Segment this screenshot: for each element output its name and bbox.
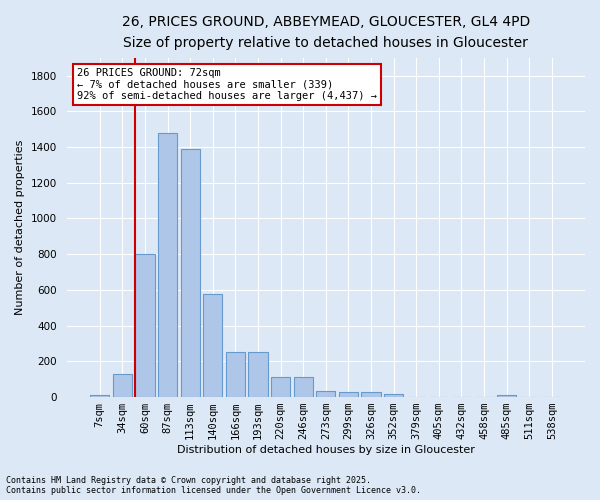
Bar <box>90 396 109 397</box>
Text: Contains HM Land Registry data © Crown copyright and database right 2025.
Contai: Contains HM Land Registry data © Crown c… <box>6 476 421 495</box>
Bar <box>316 391 335 397</box>
Bar <box>339 392 358 397</box>
Bar <box>181 149 200 397</box>
Bar <box>136 254 155 397</box>
Y-axis label: Number of detached properties: Number of detached properties <box>15 140 25 315</box>
Bar <box>361 392 380 397</box>
Bar <box>271 376 290 397</box>
Bar <box>203 294 223 397</box>
Bar <box>113 374 132 397</box>
Title: 26, PRICES GROUND, ABBEYMEAD, GLOUCESTER, GL4 4PD
Size of property relative to d: 26, PRICES GROUND, ABBEYMEAD, GLOUCESTER… <box>122 15 530 50</box>
Bar <box>226 352 245 397</box>
X-axis label: Distribution of detached houses by size in Gloucester: Distribution of detached houses by size … <box>177 445 475 455</box>
Bar <box>158 132 177 397</box>
Bar <box>497 396 516 397</box>
Bar <box>293 376 313 397</box>
Text: 26 PRICES GROUND: 72sqm
← 7% of detached houses are smaller (339)
92% of semi-de: 26 PRICES GROUND: 72sqm ← 7% of detached… <box>77 68 377 101</box>
Bar <box>248 352 268 397</box>
Bar <box>384 394 403 397</box>
